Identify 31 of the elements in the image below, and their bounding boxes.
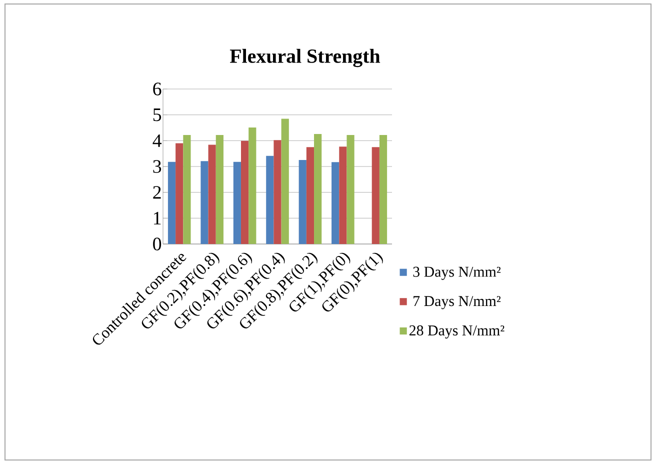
- bar: [346, 134, 354, 244]
- bar: [274, 140, 282, 244]
- bar: [314, 134, 322, 244]
- y-tick-label: 4: [152, 134, 162, 147]
- y-tick-label: 0: [153, 238, 162, 250]
- bar: [216, 134, 224, 244]
- bar: [306, 147, 314, 244]
- chart-title: Flexural Strength: [230, 48, 380, 68]
- bar: [281, 118, 289, 244]
- y-tick-label: 5: [153, 108, 162, 122]
- bar: [379, 134, 388, 244]
- bar: [240, 140, 249, 244]
- bar: [200, 161, 208, 244]
- bar: [372, 147, 380, 244]
- bar: [298, 160, 306, 244]
- bar: [208, 144, 216, 244]
- bar: [248, 127, 256, 244]
- y-tick-label: 3: [153, 160, 162, 173]
- bar: [233, 162, 241, 244]
- y-tick-label: 6: [153, 82, 162, 96]
- bar: [266, 156, 274, 244]
- y-tick-label: 1: [154, 212, 161, 224]
- bar: [183, 134, 191, 244]
- legend-label: 3 Days N/mm²: [413, 266, 501, 280]
- legend-label: 7 Days N/mm²: [414, 296, 501, 310]
- bar: [176, 143, 184, 244]
- legend-label: 28 Days N/mm²: [410, 325, 504, 339]
- y-tick-label: 2: [153, 186, 161, 199]
- bar: [168, 162, 176, 244]
- bar: [339, 146, 347, 244]
- bar: [332, 162, 340, 244]
